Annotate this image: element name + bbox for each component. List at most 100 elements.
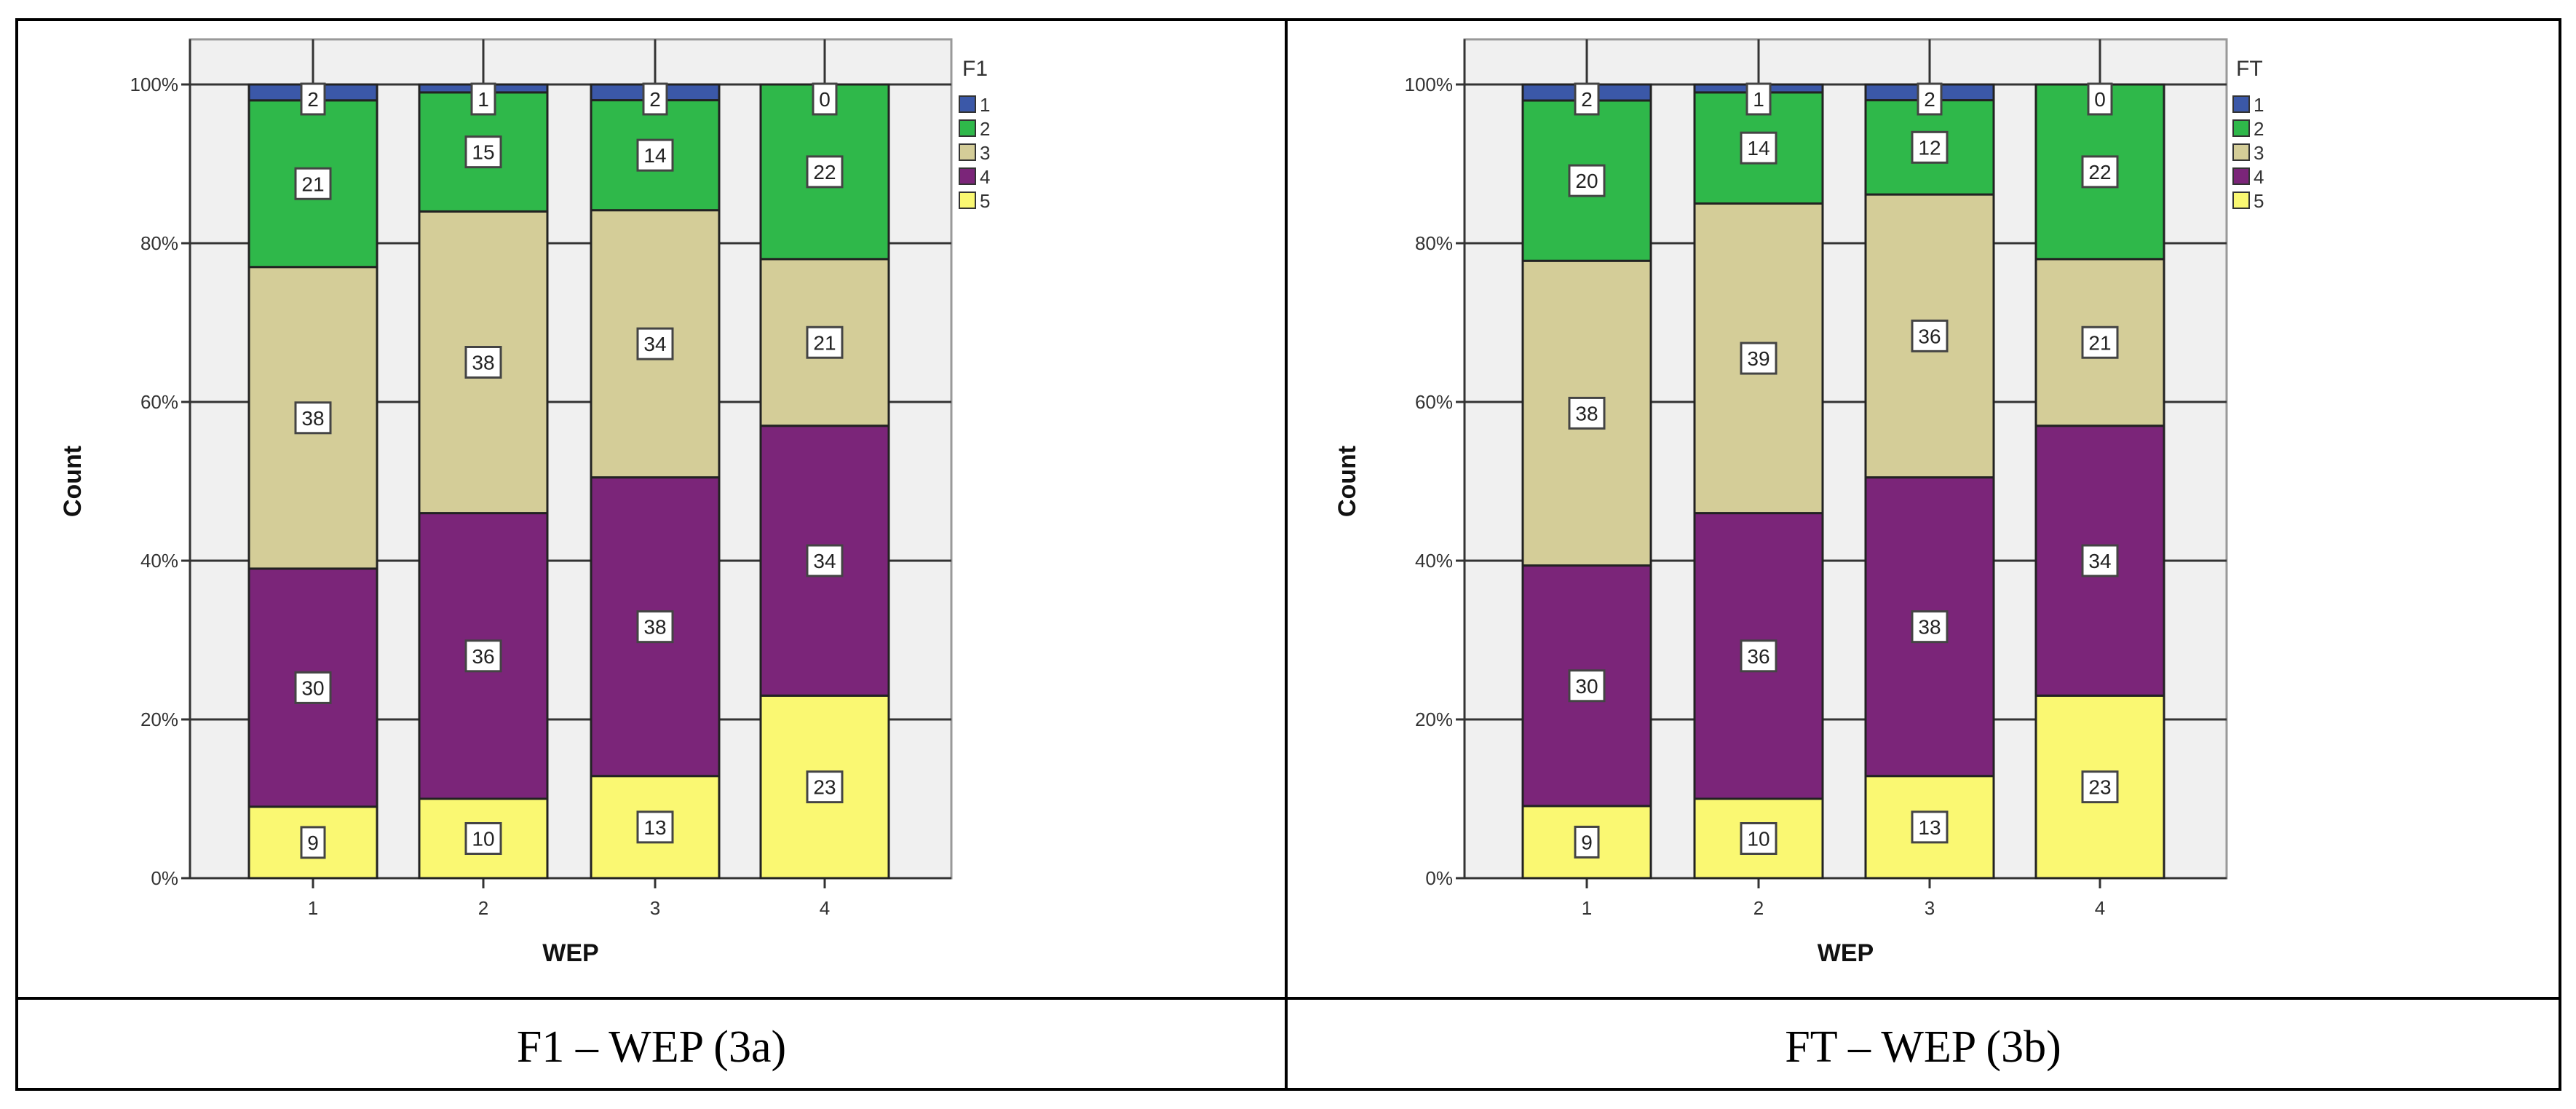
data-label: 14	[643, 144, 666, 167]
legend-swatch-4	[959, 167, 976, 185]
data-label-box	[2081, 544, 2119, 577]
data-label-box	[806, 544, 844, 577]
data-label: 2	[1581, 88, 1593, 111]
data-label-box	[2087, 82, 2113, 116]
data-label-box	[1740, 822, 1778, 855]
legend-swatch-2	[2232, 119, 2250, 137]
data-label-box	[464, 639, 502, 673]
data-label-box	[1568, 164, 1606, 197]
x-axis-title: WEP	[542, 939, 598, 967]
data-label-box	[294, 167, 332, 200]
data-label-box	[636, 810, 674, 844]
data-label-box	[812, 82, 838, 116]
x-tick-label: 2	[478, 897, 488, 919]
data-label-box	[1917, 82, 1943, 116]
legend-swatch-1	[959, 95, 976, 113]
data-label-box	[636, 327, 674, 360]
x-tick-label: 4	[820, 897, 830, 919]
y-tick-label: 20%	[1415, 709, 1453, 730]
data-label-box	[806, 155, 844, 189]
chart-3a: 0%20%40%60%80%100%1930382122103638151313…	[59, 38, 990, 967]
data-label: 34	[813, 550, 836, 572]
y-tick-label: 0%	[151, 867, 178, 889]
data-label: 22	[813, 161, 836, 183]
table-border	[15, 18, 2561, 1091]
data-label-box	[294, 401, 332, 435]
legend-swatch-5	[2232, 192, 2250, 209]
caption-3b: FT – WEP (3b)	[1785, 1022, 2061, 1072]
y-tick-label: 0%	[1425, 867, 1453, 889]
data-label: 39	[1747, 347, 1769, 370]
legend-label: 3	[2254, 142, 2264, 164]
data-label: 23	[813, 776, 836, 799]
data-label: 12	[1918, 136, 1941, 159]
caption-3a: F1 – WEP (3a)	[517, 1022, 786, 1072]
data-label-box	[294, 671, 332, 704]
data-label: 36	[1918, 325, 1941, 347]
data-label-box	[1911, 810, 1949, 844]
legend-label: 2	[2254, 118, 2264, 140]
data-label: 30	[1575, 675, 1598, 698]
legend-label: 3	[980, 142, 990, 164]
bar-segment-5	[418, 797, 549, 880]
data-label-box	[642, 82, 668, 116]
data-label: 21	[2088, 331, 2111, 354]
data-label: 14	[1747, 137, 1769, 159]
data-label: 21	[301, 173, 324, 195]
y-tick-label: 80%	[140, 232, 178, 254]
data-label: 2	[307, 88, 319, 111]
data-label-box	[300, 82, 326, 116]
data-label: 9	[307, 832, 319, 854]
legend-title: FT	[2236, 57, 2263, 81]
data-label: 2	[1924, 88, 1935, 111]
data-label: 10	[472, 828, 494, 851]
x-tick-label: 3	[650, 897, 660, 919]
chart-3b: 0%20%40%60%80%100%1930382022103639141313…	[1333, 38, 2264, 967]
x-tick-label: 4	[2095, 897, 2105, 919]
legend-label: 5	[980, 190, 990, 212]
data-label-box	[470, 82, 496, 116]
data-label-box	[1574, 82, 1600, 116]
data-label-box	[1740, 342, 1778, 375]
x-tick-label: 2	[1753, 897, 1764, 919]
legend-swatch-4	[2232, 167, 2250, 185]
y-tick-label: 60%	[140, 391, 178, 413]
x-tick-label: 1	[308, 897, 318, 919]
data-label-box	[636, 610, 674, 644]
data-label-box	[2081, 325, 2119, 359]
y-axis-title: Count	[1333, 446, 1361, 517]
legend-swatch-3	[2232, 143, 2250, 161]
x-axis-title: WEP	[1818, 939, 1874, 967]
data-label: 0	[819, 88, 831, 111]
y-tick-label: 100%	[1405, 74, 1454, 95]
y-tick-label: 20%	[140, 709, 178, 730]
data-label: 10	[1747, 828, 1769, 851]
legend-label: 1	[980, 94, 990, 116]
y-tick-label: 80%	[1415, 232, 1453, 254]
data-label-box	[806, 770, 844, 804]
data-label-box	[464, 346, 502, 379]
data-label: 34	[2088, 550, 2111, 572]
legend-swatch-3	[959, 143, 976, 161]
data-label-box	[1568, 396, 1606, 430]
data-label: 21	[813, 331, 836, 354]
data-label: 13	[643, 816, 666, 839]
x-tick-label: 3	[1925, 897, 1935, 919]
legend-label: 2	[980, 118, 990, 140]
data-label: 1	[477, 88, 489, 111]
data-label: 30	[301, 676, 324, 699]
y-tick-label: 40%	[140, 550, 178, 572]
data-label: 1	[1753, 88, 1764, 111]
x-tick-label: 1	[1582, 897, 1592, 919]
data-label-box	[464, 822, 502, 855]
data-label-box	[1911, 130, 1949, 164]
data-label: 9	[1581, 831, 1593, 853]
data-label: 34	[643, 333, 666, 355]
data-label-box	[806, 325, 844, 359]
data-label-box	[2081, 155, 2119, 189]
data-label-box	[1740, 131, 1778, 165]
data-label-box	[300, 826, 326, 859]
data-label: 36	[1747, 645, 1769, 668]
